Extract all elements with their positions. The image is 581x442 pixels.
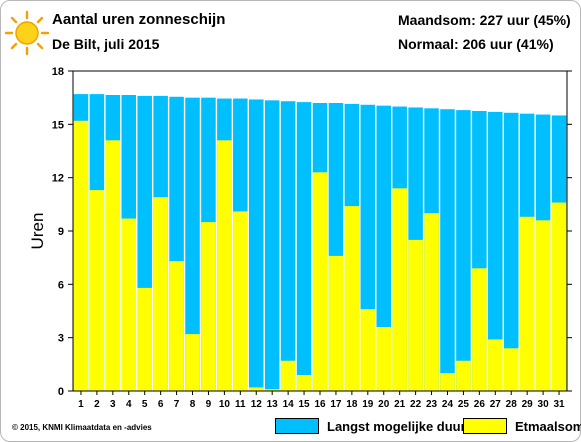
bar-daily-sum-day-20 <box>376 327 392 391</box>
bar-daily-sum-day-4 <box>121 218 137 391</box>
x-tick-label: 25 <box>458 399 470 410</box>
bar-max-duration-day-28 <box>503 112 519 392</box>
sun-icon <box>4 10 50 56</box>
x-tick-label: 19 <box>362 399 374 410</box>
legend-swatch-max-duration <box>275 418 319 434</box>
bar-daily-sum-day-11 <box>233 211 248 391</box>
bar-daily-sum-day-8 <box>185 334 200 391</box>
bar-daily-sum-day-24 <box>440 373 455 391</box>
bar-daily-sum-day-18 <box>344 206 360 391</box>
chart-title: Aantal uren zonneschijn <box>52 11 226 28</box>
x-tick-label: 26 <box>474 399 486 410</box>
bar-daily-sum-day-25 <box>456 360 471 391</box>
bar-daily-sum-day-12 <box>248 387 264 391</box>
y-tick-label: 3 <box>58 333 64 345</box>
month-total-stat: Maandsom: 227 uur (45%) <box>398 12 571 28</box>
bar-daily-sum-day-19 <box>360 309 376 391</box>
bar-daily-sum-day-10 <box>217 140 232 391</box>
bar-daily-sum-day-29 <box>519 216 535 391</box>
x-tick-label: 9 <box>206 399 212 410</box>
legend-swatch-daily-sum <box>463 418 507 434</box>
x-tick-label: 15 <box>299 399 311 410</box>
bar-daily-sum-day-30 <box>535 220 551 391</box>
y-tick-label: 6 <box>58 279 64 291</box>
bar-max-duration-day-14 <box>280 101 296 391</box>
y-tick-label: 0 <box>58 386 64 398</box>
bar-daily-sum-day-23 <box>424 213 439 391</box>
bar-daily-sum-day-6 <box>153 197 168 391</box>
x-tick-label: 31 <box>553 399 565 410</box>
x-tick-label: 16 <box>314 399 326 410</box>
bar-daily-sum-day-26 <box>472 268 487 391</box>
legend-item-max-duration: Langst mogelijke duur <box>275 417 466 435</box>
y-tick-label: 15 <box>52 119 64 131</box>
bar-daily-sum-day-28 <box>503 348 519 391</box>
bar-daily-sum-day-22 <box>408 239 423 391</box>
bar-max-duration-day-13 <box>264 100 280 391</box>
x-tick-label: 11 <box>235 399 246 410</box>
y-axis-label: Uren <box>28 213 47 250</box>
legend-item-daily-sum: Etmaalsom <box>463 417 581 435</box>
x-tick-label: 24 <box>442 399 454 410</box>
bar-max-duration-day-25 <box>456 110 471 391</box>
bar-daily-sum-day-31 <box>551 202 567 391</box>
bar-max-duration-day-24 <box>440 109 455 391</box>
bar-daily-sum-day-2 <box>89 190 105 391</box>
x-tick-label: 3 <box>110 399 116 410</box>
bar-max-duration-day-12 <box>248 99 264 391</box>
bar-daily-sum-day-5 <box>137 287 152 391</box>
x-tick-label: 13 <box>267 399 279 410</box>
x-tick-label: 5 <box>142 399 148 410</box>
x-tick-label: 29 <box>522 399 534 410</box>
bar-daily-sum-day-3 <box>105 140 121 391</box>
bar-daily-sum-day-21 <box>392 188 407 391</box>
bar-daily-sum-day-13 <box>264 389 280 391</box>
x-tick-label: 18 <box>346 399 358 410</box>
bar-daily-sum-day-27 <box>488 339 503 391</box>
x-tick-label: 30 <box>538 399 550 410</box>
x-tick-label: 10 <box>219 399 231 410</box>
bar-daily-sum-day-16 <box>312 172 328 391</box>
x-tick-label: 7 <box>174 399 180 410</box>
chart-subtitle: De Bilt, juli 2015 <box>52 36 160 52</box>
x-tick-label: 23 <box>426 399 438 410</box>
x-tick-label: 22 <box>410 399 422 410</box>
x-tick-label: 6 <box>158 399 164 410</box>
x-tick-label: 8 <box>190 399 196 410</box>
x-tick-label: 12 <box>251 399 263 410</box>
x-tick-label: 20 <box>378 399 390 410</box>
bar-daily-sum-day-9 <box>201 222 216 391</box>
y-tick-label: 12 <box>52 173 64 185</box>
x-tick-label: 17 <box>330 399 342 410</box>
x-tick-label: 21 <box>394 399 406 410</box>
bar-max-duration-day-15 <box>296 102 312 391</box>
x-tick-label: 1 <box>78 399 84 410</box>
x-tick-label: 14 <box>283 399 295 410</box>
x-tick-label: 28 <box>506 399 518 410</box>
normal-stat: Normaal: 206 uur (41%) <box>398 36 554 52</box>
legend-label-daily-sum: Etmaalsom <box>515 418 581 434</box>
x-tick-label: 4 <box>126 399 132 410</box>
copyright-credit: © 2015, KNMI Klimaatdata en -advies <box>12 423 152 432</box>
bar-daily-sum-day-7 <box>169 261 184 391</box>
y-tick-label: 18 <box>52 66 64 78</box>
bar-max-duration-day-27 <box>488 111 503 391</box>
bar-daily-sum-day-14 <box>280 360 296 391</box>
bar-max-duration-day-20 <box>376 105 392 392</box>
y-tick-label: 9 <box>58 226 64 238</box>
bar-daily-sum-day-17 <box>328 255 344 391</box>
x-tick-label: 27 <box>490 399 502 410</box>
bar-daily-sum-day-1 <box>73 120 89 392</box>
bar-daily-sum-day-15 <box>296 375 312 391</box>
legend-label-max-duration: Langst mogelijke duur <box>327 418 466 434</box>
bar-max-duration-day-8 <box>185 97 200 392</box>
x-tick-label: 2 <box>94 399 100 410</box>
